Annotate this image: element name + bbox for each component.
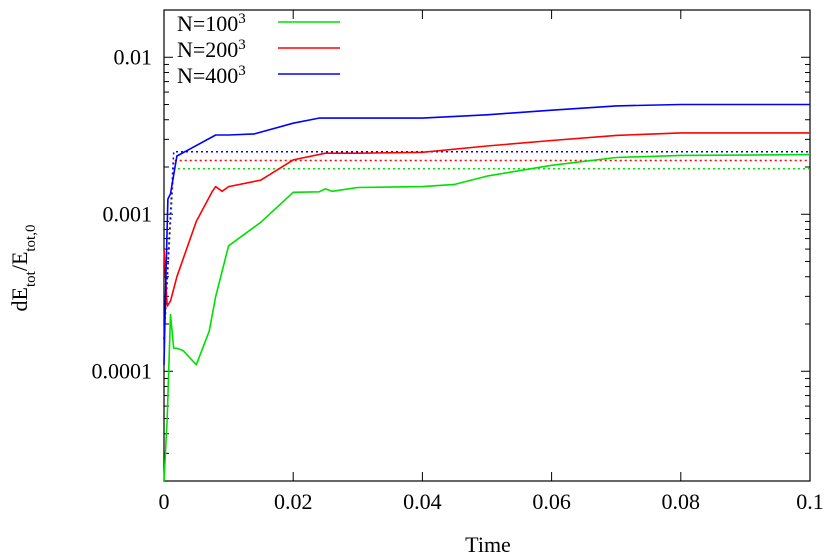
y-tick-label: 0.01 [114, 44, 153, 69]
dashed-reference-lines [163, 151, 810, 340]
series-2-dashed-line [163, 159, 810, 340]
axes [163, 9, 811, 482]
x-axis-title: Time [465, 532, 511, 555]
data-series [163, 103, 811, 482]
legend-label-2: N=2003 [177, 37, 246, 62]
series-3-line [163, 103, 810, 365]
series-1-line [163, 153, 811, 482]
x-tick-label: 0.02 [274, 489, 313, 514]
y-tick-label: 0.0001 [92, 358, 153, 383]
x-tick-label: 0.1 [796, 489, 824, 514]
series-2-line [163, 132, 810, 307]
series-1-dashed-line [163, 167, 810, 340]
x-tick-label: 0 [159, 489, 170, 514]
x-tick-label: 0.08 [662, 489, 701, 514]
legend-label-1: N=1003 [177, 11, 246, 36]
series-3-dashed-line [163, 151, 810, 340]
plot-frame [163, 9, 811, 482]
ticks: 0 0.02 0.04 0.06 0.08 0.1 0.0001 0.001 0.01 [92, 9, 824, 514]
y-axis-title: dEtot/Etot,0 [7, 225, 39, 312]
x-tick-label: 0.04 [403, 489, 442, 514]
legend-label-3: N=4003 [177, 63, 246, 88]
x-tick-label: 0.06 [532, 489, 571, 514]
y-tick-label: 0.001 [103, 201, 153, 226]
